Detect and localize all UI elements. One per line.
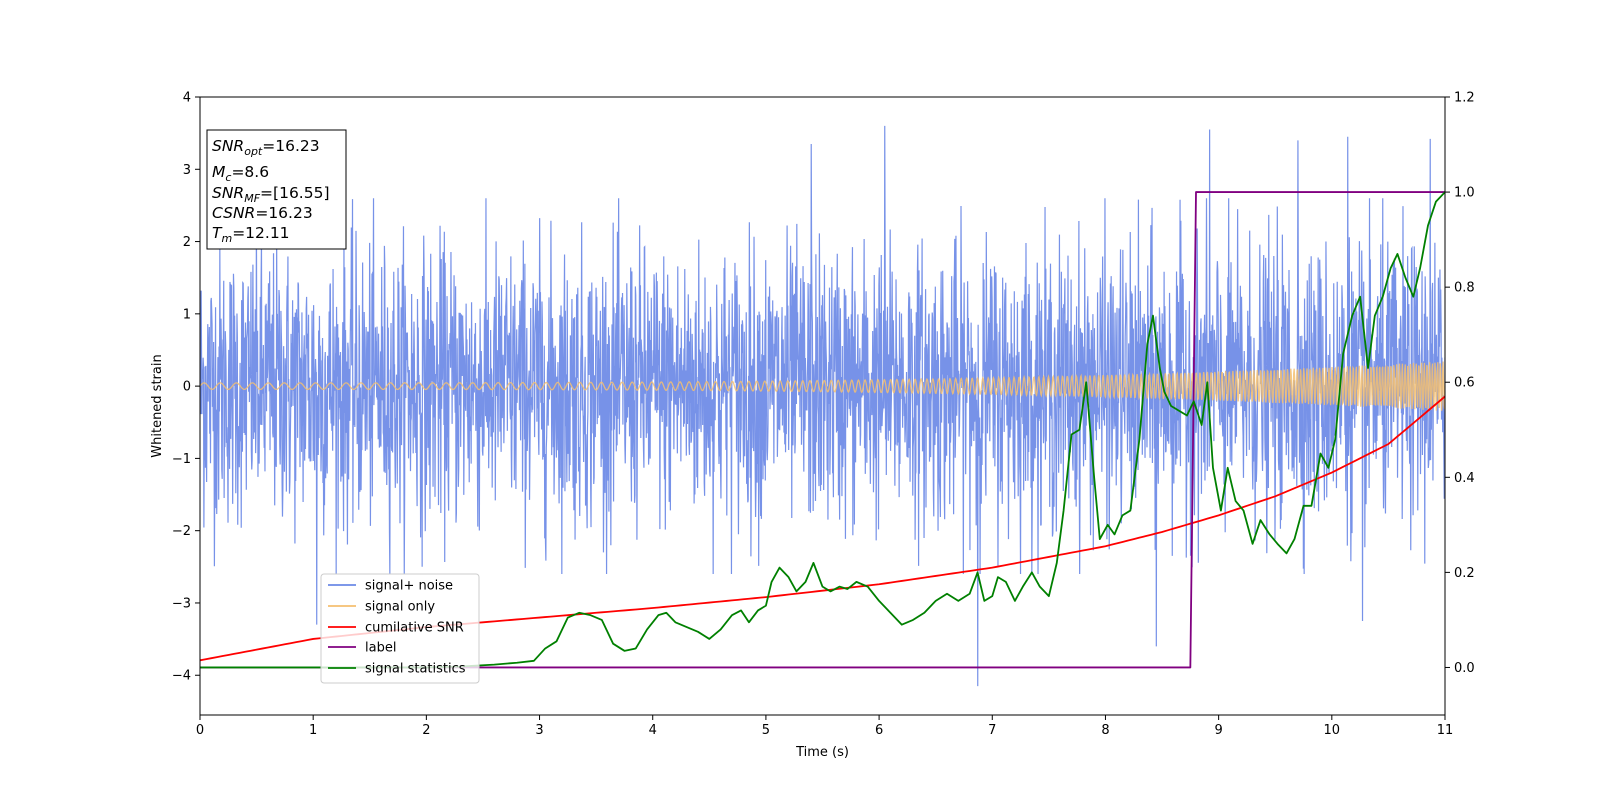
y-left-tick-label: −2 xyxy=(172,524,191,539)
x-tick-label: 10 xyxy=(1324,723,1341,738)
y-right-tick-label: 0.0 xyxy=(1454,661,1475,676)
y-left-tick-label: 2 xyxy=(183,235,191,250)
info-line: CSNR=16.23 xyxy=(212,204,313,222)
x-tick-label: 2 xyxy=(422,723,430,738)
x-tick-label: 5 xyxy=(762,723,770,738)
legend-label: signal only xyxy=(365,600,435,615)
x-tick-label: 4 xyxy=(649,723,657,738)
x-tick-label: 1 xyxy=(309,723,317,738)
y-left-tick-label: −4 xyxy=(172,669,191,684)
series-signal-statistics-line xyxy=(200,191,1445,669)
x-axis-label: Time (s) xyxy=(795,745,849,760)
info-line: Mc=8.6 xyxy=(212,163,269,184)
info-line: SNRMF=[16.55] xyxy=(212,184,330,205)
x-tick-label: 11 xyxy=(1437,723,1454,738)
y-left-tick-label: 0 xyxy=(183,380,191,395)
y-right-tick-label: 1.2 xyxy=(1454,91,1475,106)
x-tick-label: 7 xyxy=(988,723,996,738)
legend-label: cumilative SNR xyxy=(365,621,464,636)
legend-label: signal+ noise xyxy=(365,579,453,594)
series-signal-noise-line xyxy=(200,125,1445,687)
x-tick-label: 6 xyxy=(875,723,883,738)
y-left-tick-label: 3 xyxy=(183,163,191,178)
legend-box xyxy=(320,573,480,684)
info-line: SNRopt=16.23 xyxy=(212,137,320,158)
info-line: Tm=12.11 xyxy=(212,224,290,245)
legend-label: signal statistics xyxy=(365,662,466,677)
y-left-tick-label: 1 xyxy=(183,307,191,322)
y-left-tick-label: −3 xyxy=(172,596,191,611)
series-label-line xyxy=(200,191,1445,669)
y-right-tick-label: 0.4 xyxy=(1454,471,1475,486)
series-signal-only-line xyxy=(200,361,1445,411)
plot-frame xyxy=(199,96,1446,716)
x-tick-label: 8 xyxy=(1101,723,1109,738)
y-right-tick-label: 0.6 xyxy=(1454,376,1475,391)
y-right-tick-label: 0.8 xyxy=(1454,281,1475,296)
y-right-tick-label: 1.0 xyxy=(1454,186,1475,201)
y-left-tick-label: 4 xyxy=(183,91,191,106)
y-right-tick-label: 0.2 xyxy=(1454,566,1475,581)
y-left-tick-label: −1 xyxy=(172,452,191,467)
info-box xyxy=(206,129,347,250)
x-tick-label: 3 xyxy=(535,723,543,738)
legend-label: label xyxy=(365,641,396,656)
x-tick-label: 0 xyxy=(196,723,204,738)
x-tick-label: 9 xyxy=(1214,723,1222,738)
y-axis-label: Whitened strain xyxy=(150,354,165,457)
